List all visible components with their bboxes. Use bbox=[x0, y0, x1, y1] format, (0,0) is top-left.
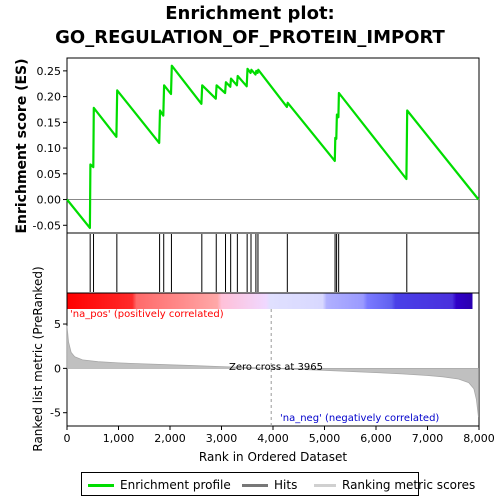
es-panel-frame bbox=[66, 57, 480, 234]
rank-color-bar bbox=[67, 293, 473, 309]
es-ytick-label: 0.15 bbox=[37, 116, 62, 129]
xtick-label: 2,000 bbox=[154, 432, 186, 445]
es-ytick-label: -0.05 bbox=[33, 219, 61, 232]
xtick-label: 6,000 bbox=[360, 432, 392, 445]
legend-swatch-enrichment bbox=[88, 484, 114, 487]
hits-panel-frame bbox=[66, 232, 480, 294]
es-ytick-label: 0.20 bbox=[37, 91, 62, 104]
xtick-label: 3,000 bbox=[206, 432, 238, 445]
legend-label-hits: Hits bbox=[274, 478, 298, 492]
ranking-metric-area bbox=[66, 325, 479, 418]
es-ytick-label: 0.00 bbox=[37, 194, 62, 207]
rank-ytick-label: 0 bbox=[54, 362, 61, 375]
xtick-label: 8,000 bbox=[463, 432, 495, 445]
xtick-label: 1,000 bbox=[103, 432, 135, 445]
enrichment-profile-line bbox=[66, 64, 480, 229]
xtick-label: 0 bbox=[64, 432, 71, 445]
pos-correlated-label: 'na_pos' (positively correlated) bbox=[70, 309, 224, 320]
legend-label-enrichment: Enrichment profile bbox=[120, 478, 231, 492]
es-ytick-label: 0.05 bbox=[37, 168, 62, 181]
es-y-axis-label: Enrichment score (ES) bbox=[14, 58, 30, 233]
enrichment-plot: -0.050.000.050.100.150.200.25 -505 0 1,00… bbox=[14, 57, 495, 464]
legend-swatch-ranking bbox=[314, 484, 336, 487]
legend: Enrichment profile Hits Ranking metric s… bbox=[81, 472, 475, 496]
es-ytick-label: 0.10 bbox=[37, 142, 62, 155]
xtick-label: 4,000 bbox=[257, 432, 289, 445]
rank-ytick-label: -5 bbox=[50, 407, 61, 420]
rank-y-axis-label: Ranked list metric (PreRanked) bbox=[31, 266, 45, 451]
xtick-label: 5,000 bbox=[309, 432, 341, 445]
x-axis-label: Rank in Ordered Dataset bbox=[199, 450, 347, 464]
chart-title-line2: GO_REGULATION_OF_PROTEIN_IMPORT bbox=[55, 27, 445, 48]
zero-cross-label: Zero cross at 3965 bbox=[229, 362, 323, 373]
legend-label-ranking: Ranking metric scores bbox=[342, 478, 476, 492]
chart-title-line1: Enrichment plot: bbox=[165, 3, 335, 24]
neg-correlated-label: 'na_neg' (negatively correlated) bbox=[280, 413, 439, 424]
xtick-label: 7,000 bbox=[412, 432, 444, 445]
es-ytick-label: 0.25 bbox=[37, 65, 62, 78]
rank-ytick-label: 5 bbox=[54, 318, 61, 331]
legend-swatch-hits bbox=[242, 484, 268, 487]
